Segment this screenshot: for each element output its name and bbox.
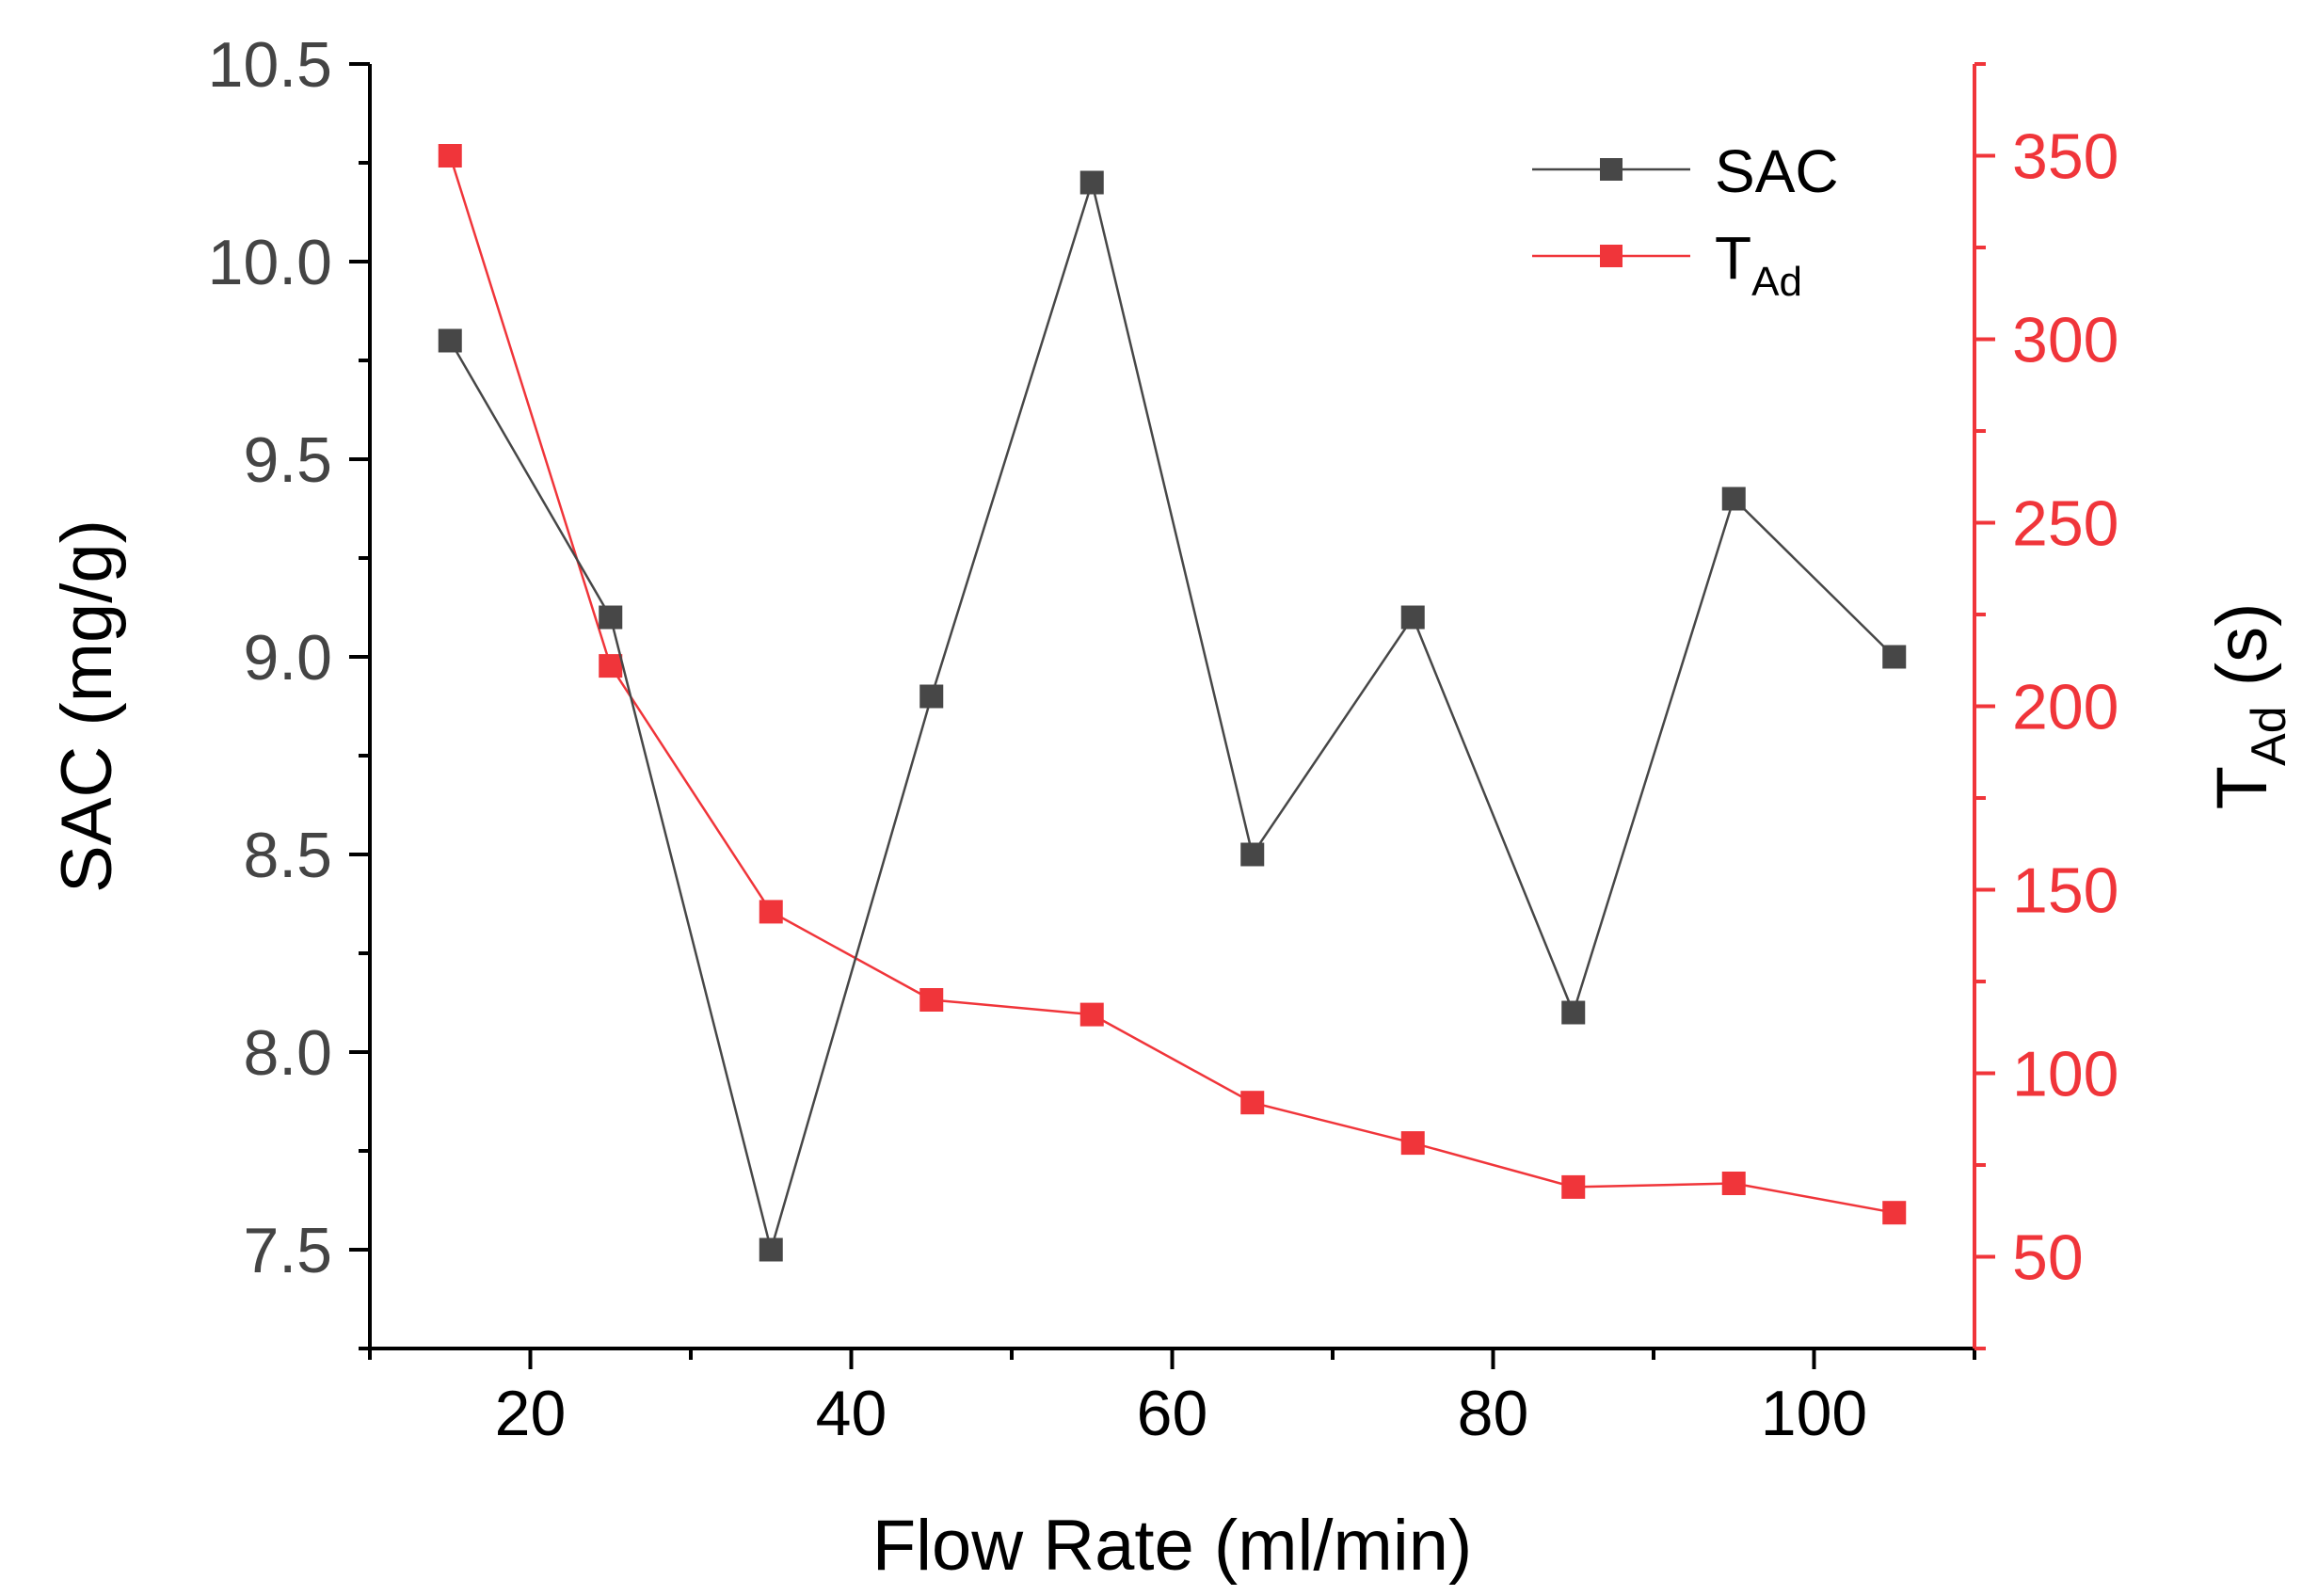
data-point-tad xyxy=(1400,1131,1425,1156)
y2-axis-title-sub: Ad xyxy=(2242,706,2296,766)
y2-axis-title: TAd (s) xyxy=(2202,603,2296,810)
data-point-sac xyxy=(1400,605,1425,630)
y-tick-label: 9.5 xyxy=(243,424,332,496)
axes-layer: 20 40 60 80 100 7.5 8.0 8.5 9.0 9.5 10.0 10.5 50 100 1… xyxy=(208,29,2119,1449)
x-tick-label: 20 xyxy=(495,1378,567,1449)
data-point-tad xyxy=(1721,1172,1746,1195)
legend: SAC TAd xyxy=(1532,137,1839,305)
data-point-sac xyxy=(1882,645,1907,669)
series-line-sac xyxy=(449,178,1895,1254)
series-line-tad xyxy=(449,155,1894,1214)
data-point-tad xyxy=(1882,1201,1907,1225)
y-axis-title: SAC (mg/g) xyxy=(47,519,127,893)
data-point-tad xyxy=(438,144,462,168)
y2-tick-label: 50 xyxy=(2012,1222,2084,1294)
y-tick-label: 7.5 xyxy=(243,1215,332,1286)
y2-tick-label: 350 xyxy=(2012,121,2118,193)
y2-tick-label: 200 xyxy=(2012,672,2118,743)
legend-label-tad: TAd xyxy=(1715,224,1802,305)
series-layer xyxy=(438,144,1907,1262)
data-point-sac xyxy=(759,1237,783,1262)
y2-tick-label: 100 xyxy=(2012,1039,2118,1110)
y-tick-label: 10.0 xyxy=(208,227,332,298)
x-axis-title: Flow Rate (ml/min) xyxy=(872,1506,1473,1586)
data-point-tad xyxy=(1561,1174,1586,1199)
data-point-tad xyxy=(759,900,783,924)
data-point-sac xyxy=(438,328,462,353)
y2-tick-label: 250 xyxy=(2012,488,2118,560)
data-point-sac xyxy=(919,684,944,709)
y2-tick-label: 150 xyxy=(2012,855,2118,927)
y2-axis-title-main: T xyxy=(2202,766,2282,809)
legend-label-sac: SAC xyxy=(1715,137,1839,205)
data-point-sac xyxy=(1240,842,1265,867)
data-point-sac xyxy=(1079,170,1104,195)
y-tick-label: 8.0 xyxy=(243,1017,332,1089)
x-tick-label: 60 xyxy=(1137,1378,1208,1449)
y2-axis-title-suffix: (s) xyxy=(2202,603,2282,707)
data-point-tad xyxy=(919,988,944,1012)
y-tick-label: 9.0 xyxy=(243,622,332,694)
x-tick-label: 40 xyxy=(816,1378,887,1449)
x-tick-label: 80 xyxy=(1458,1378,1529,1449)
x-tick-label: 100 xyxy=(1761,1378,1867,1449)
data-point-sac xyxy=(1721,487,1746,511)
legend-label-tad-main: T xyxy=(1715,224,1751,292)
data-point-tad xyxy=(1240,1091,1265,1115)
legend-label-tad-sub: Ad xyxy=(1751,259,1802,305)
data-point-tad xyxy=(599,654,623,678)
data-point-sac xyxy=(1561,1000,1586,1025)
y2-tick-label: 300 xyxy=(2012,305,2118,376)
y-tick-label: 8.5 xyxy=(243,820,332,891)
legend-marker-sac xyxy=(1600,158,1623,181)
legend-marker-tad xyxy=(1600,245,1623,267)
data-point-sac xyxy=(599,605,623,630)
data-point-tad xyxy=(1079,1002,1104,1027)
y-tick-label: 10.5 xyxy=(208,29,332,101)
